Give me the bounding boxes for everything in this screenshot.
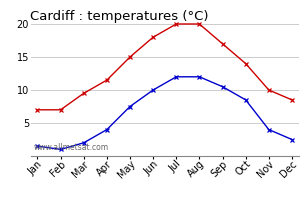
Text: www.allmetsat.com: www.allmetsat.com xyxy=(33,143,108,152)
Text: Cardiff : temperatures (°C): Cardiff : temperatures (°C) xyxy=(30,10,209,23)
